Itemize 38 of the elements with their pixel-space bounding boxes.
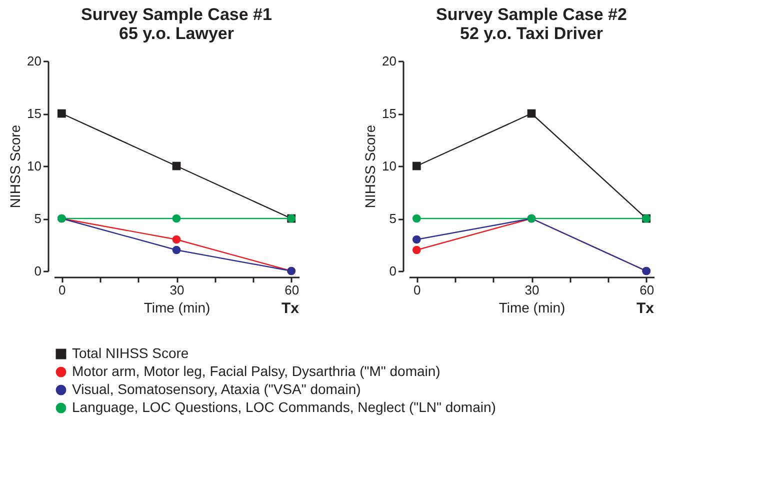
point xyxy=(527,109,536,118)
text: Tx xyxy=(636,300,655,317)
text: Tx xyxy=(281,300,300,317)
x-tick-label: 0 xyxy=(58,282,66,298)
chart-title: Survey Sample Case #1 65 y.o. Lawyer xyxy=(81,5,272,43)
x-tick-label: 30 xyxy=(170,282,184,298)
y-tick-label: 15 xyxy=(382,106,396,121)
y-axis-title: NIHSS Score xyxy=(7,124,24,208)
point xyxy=(412,162,421,170)
x-tick-label: 60 xyxy=(284,282,300,298)
point xyxy=(172,162,181,170)
x-tick-label: 30 xyxy=(524,282,540,298)
y-tick-label: 5 xyxy=(389,211,396,226)
y-tick-label: 0 xyxy=(34,264,42,278)
x-axis-title: Time (min) xyxy=(144,300,210,316)
legend-label: Visual, Somatosensory, Ataxia ("VSA" domain) xyxy=(72,381,361,397)
x-tick-label: 0 xyxy=(414,282,421,298)
point xyxy=(172,235,181,244)
point xyxy=(172,214,181,223)
y-tick-label: 10 xyxy=(382,158,396,174)
point xyxy=(172,246,181,254)
point xyxy=(57,109,66,118)
point xyxy=(412,214,421,223)
x-tick-label: 60 xyxy=(640,282,654,298)
legend-label: Motor arm, Motor leg, Facial Palsy, Dysarthria ("M" domain) xyxy=(72,363,440,379)
y-tick-label: 20 xyxy=(382,54,396,68)
x-axis-title: Time (min) xyxy=(498,300,566,316)
y-tick-label: 15 xyxy=(27,106,42,121)
y-tick-label: 10 xyxy=(27,158,42,174)
y-tick-label: 0 xyxy=(389,264,396,278)
y-tick-label: 5 xyxy=(34,211,42,226)
legend-label: Total NIHSS Score xyxy=(72,345,189,361)
y-axis-title: NIHSS Score xyxy=(362,124,378,208)
point xyxy=(412,235,421,244)
y-tick-label: 20 xyxy=(27,54,42,68)
chart-title: Survey Sample Case #2 52 y.o. Taxi Driver xyxy=(436,5,627,43)
legend-label: Language, LOC Questions, LOC Commands, Neglect ("LN" domain) xyxy=(72,399,496,415)
point xyxy=(412,246,421,254)
